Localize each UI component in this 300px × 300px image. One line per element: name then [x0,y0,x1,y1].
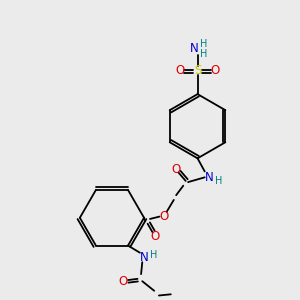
Text: H: H [200,39,207,49]
Text: O: O [172,163,181,176]
Text: N: N [140,251,149,264]
Text: H: H [215,176,223,186]
Text: S: S [194,64,201,77]
Text: N: N [190,42,198,56]
Text: O: O [175,64,184,77]
Text: O: O [150,230,159,243]
Text: O: O [118,275,128,288]
Text: O: O [211,64,220,77]
Text: H: H [151,250,158,260]
Text: O: O [160,210,169,223]
Text: N: N [205,171,214,184]
Text: H: H [200,49,207,59]
